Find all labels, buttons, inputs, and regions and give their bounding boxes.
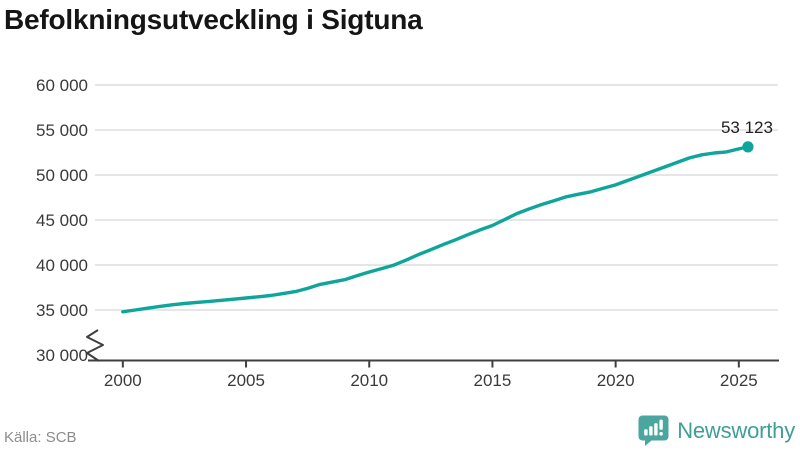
y-axis-tick-label: 35 000 <box>36 301 88 320</box>
end-data-point <box>742 141 754 153</box>
exclamation-dot <box>659 432 663 436</box>
end-value-label: 53 123 <box>721 118 773 137</box>
speech-bubble-shape <box>638 415 669 446</box>
y-axis-tick-label: 45 000 <box>36 211 88 230</box>
y-axis-tick-label: 55 000 <box>36 121 88 140</box>
y-axis-tick-label: 40 000 <box>36 256 88 275</box>
y-axis-tick-label: 60 000 <box>36 76 88 95</box>
population-line-chart: 30 000 35 000 40 000 45 000 50 000 55 000 60 0… <box>36 76 779 390</box>
x-axis-tick-label: 2025 <box>720 371 758 390</box>
x-axis-tick-label: 2005 <box>227 371 265 390</box>
chart-title: Befolkningsutveckling i Sigtuna <box>4 4 423 35</box>
bar-3 <box>654 423 658 436</box>
bar-1 <box>644 429 648 436</box>
y-axis-tick-label: 50 000 <box>36 166 88 185</box>
exclamation-stem <box>659 419 663 430</box>
newsworthy-logo: Newsworthy <box>637 414 795 447</box>
bar-chart-speech-bubble-icon <box>638 415 669 446</box>
x-axis-tick-label: 2015 <box>474 371 512 390</box>
source-label: Källa: SCB <box>4 429 77 446</box>
y-axis-tick-label: 30 000 <box>36 346 88 365</box>
bar-2 <box>649 426 653 436</box>
x-axis-tick-label: 2000 <box>104 371 142 390</box>
x-axis-tick-label: 2020 <box>597 371 635 390</box>
y-axis-break-icon <box>86 329 104 362</box>
population-line-series <box>121 145 750 314</box>
brand-wordmark: Newsworthy <box>677 417 795 443</box>
x-axis-tick-label: 2010 <box>350 371 388 390</box>
